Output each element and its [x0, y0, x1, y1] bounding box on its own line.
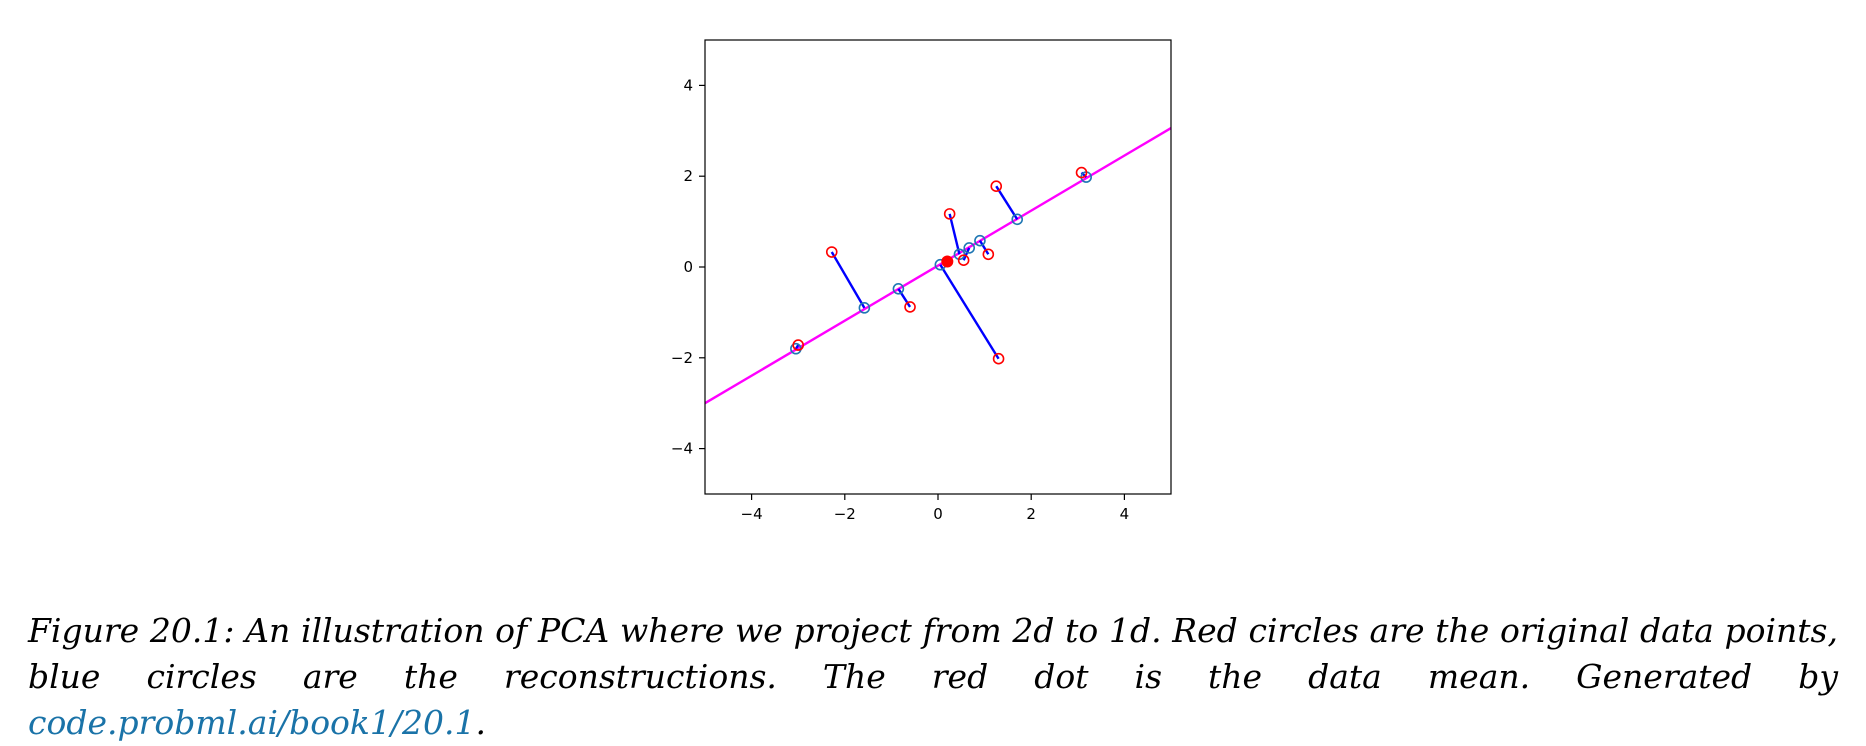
x-tick-label: 4	[1120, 505, 1130, 523]
caption-link[interactable]: code.probml.ai/book1/20.1	[28, 703, 476, 742]
reconstruction-point	[1011, 213, 1024, 226]
data-mean-dot	[941, 255, 954, 268]
reconstruction-point	[963, 242, 976, 254]
caption-end: .	[475, 703, 487, 742]
y-tick-label: −4	[671, 440, 693, 458]
reconstruction-point	[974, 234, 986, 247]
reconstruction-point	[892, 282, 905, 295]
projection-connector	[948, 213, 961, 255]
original-point	[1075, 166, 1088, 179]
original-point	[904, 301, 916, 313]
reconstruction-point	[858, 302, 871, 314]
principal-axis-line	[705, 127, 1171, 405]
figure-caption: Figure 20.1: An illustration of PCA wher…	[28, 608, 1838, 746]
projection-connector	[830, 251, 866, 309]
pca-chart: −4 −2 0 2 4 −4 −2 0 2 4	[671, 39, 1172, 523]
projection-connector	[794, 344, 800, 350]
projection-connector	[978, 240, 990, 255]
original-point	[792, 339, 805, 351]
projection-connector	[962, 247, 971, 261]
caption-text: Figure 20.1: An illustration of PCA wher…	[28, 611, 1838, 696]
x-tick-label: 0	[933, 505, 943, 523]
y-tick-label: 2	[683, 167, 693, 185]
projection-connector	[897, 288, 912, 308]
original-point	[982, 248, 995, 261]
original-point	[943, 208, 956, 220]
projection-connector	[995, 185, 1019, 220]
original-point	[825, 246, 838, 258]
original-point	[992, 352, 1005, 365]
original-point	[957, 254, 970, 266]
x-tick-label: 2	[1026, 505, 1036, 523]
original-point	[990, 180, 1003, 192]
projection-connector	[939, 264, 1000, 360]
y-tick-label: 4	[683, 76, 693, 94]
y-tick-label: 0	[683, 258, 693, 276]
x-tick-label: −2	[834, 505, 856, 523]
x-tick-label: −4	[741, 505, 763, 523]
y-tick-label: −2	[671, 349, 693, 367]
